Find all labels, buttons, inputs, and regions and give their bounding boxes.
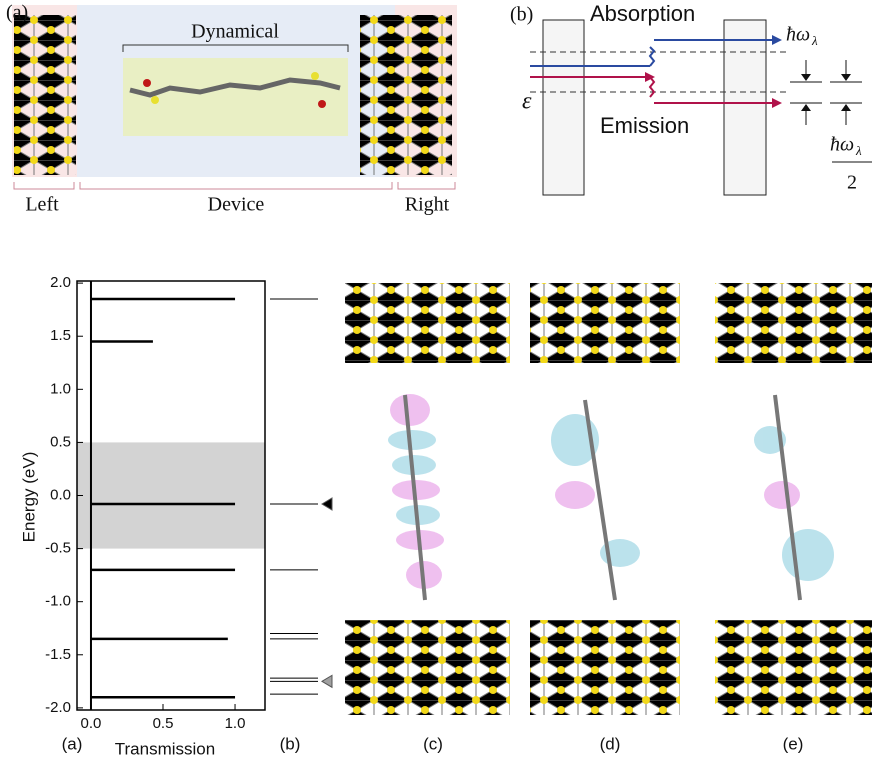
gap-marks — [790, 60, 862, 125]
level-marker — [322, 498, 332, 510]
y-tick-label: -0.5 — [45, 540, 71, 557]
lobe — [555, 481, 595, 509]
epsilon: ε — [522, 89, 532, 115]
panel-label: (b) — [280, 734, 301, 753]
panel-label: (a) — [62, 734, 83, 753]
electrode — [345, 283, 510, 363]
atom — [318, 100, 326, 108]
orbital — [388, 394, 834, 589]
region-label: Dynamical — [191, 21, 279, 43]
subscript: λ — [811, 33, 818, 48]
emission-label: Emission — [600, 113, 689, 138]
y-tick-label: -2.0 — [45, 699, 71, 716]
y-tick-label: 1.5 — [50, 327, 71, 344]
subscript: λ — [855, 143, 862, 158]
bracket — [14, 182, 455, 189]
region-label: Right — [405, 194, 450, 216]
x-axis-label: Transmission — [115, 739, 215, 758]
panel-label: (a) — [6, 2, 28, 24]
level-marker — [322, 675, 332, 687]
panel-label: (d) — [600, 734, 621, 753]
x-tick-label: 1.0 — [225, 715, 246, 732]
y-tick-label: -1.0 — [45, 593, 71, 610]
y-tick-label: 2.0 — [50, 274, 71, 291]
x-tick-label: 0.0 — [81, 715, 102, 732]
denominator: 2 — [847, 172, 857, 194]
barrier — [724, 20, 766, 195]
electrode — [715, 620, 872, 715]
electrode — [530, 283, 680, 363]
y-axis-label: Energy (eV) — [19, 452, 38, 543]
absorption-label: Absorption — [590, 1, 695, 26]
right-electrode — [360, 15, 452, 175]
panel-label: (c) — [423, 734, 443, 753]
orbital-panels — [345, 283, 872, 715]
atom — [311, 72, 319, 80]
left-electrode — [14, 15, 76, 175]
x-tick-label: 0.5 — [153, 715, 174, 732]
atom — [143, 79, 151, 87]
atom — [151, 96, 159, 104]
lobe — [782, 529, 834, 581]
panel-label: (e) — [783, 734, 804, 753]
y-tick-label: 0.5 — [50, 433, 71, 450]
lobe — [390, 394, 430, 426]
arrowhead — [801, 74, 851, 111]
arrowhead — [772, 35, 782, 45]
y-tick-label: -1.5 — [45, 646, 71, 663]
lobe — [764, 481, 800, 509]
electrode — [530, 620, 680, 715]
region-label: Left — [25, 194, 59, 216]
schematic-a: (a) Dynamical Left Device Right — [6, 2, 457, 216]
region-label: Device — [208, 194, 265, 216]
barrier — [543, 20, 584, 195]
panel-label: (b) — [510, 4, 533, 26]
hbar-omega: ħω — [786, 24, 810, 46]
molecule — [405, 395, 800, 600]
y-tick-label: 0.0 — [50, 486, 71, 503]
schematic-b: (b) Absorption Emission ε ħω λ ħω λ 2 — [510, 1, 872, 195]
hbar-omega: ħω — [830, 134, 854, 156]
y-tick-label: 1.0 — [50, 380, 71, 397]
electrode — [715, 283, 872, 363]
electrode — [345, 620, 510, 715]
figure: (a) Dynamical Left Device Right (b) Abso… — [0, 0, 872, 769]
shaded-gap — [77, 442, 265, 548]
